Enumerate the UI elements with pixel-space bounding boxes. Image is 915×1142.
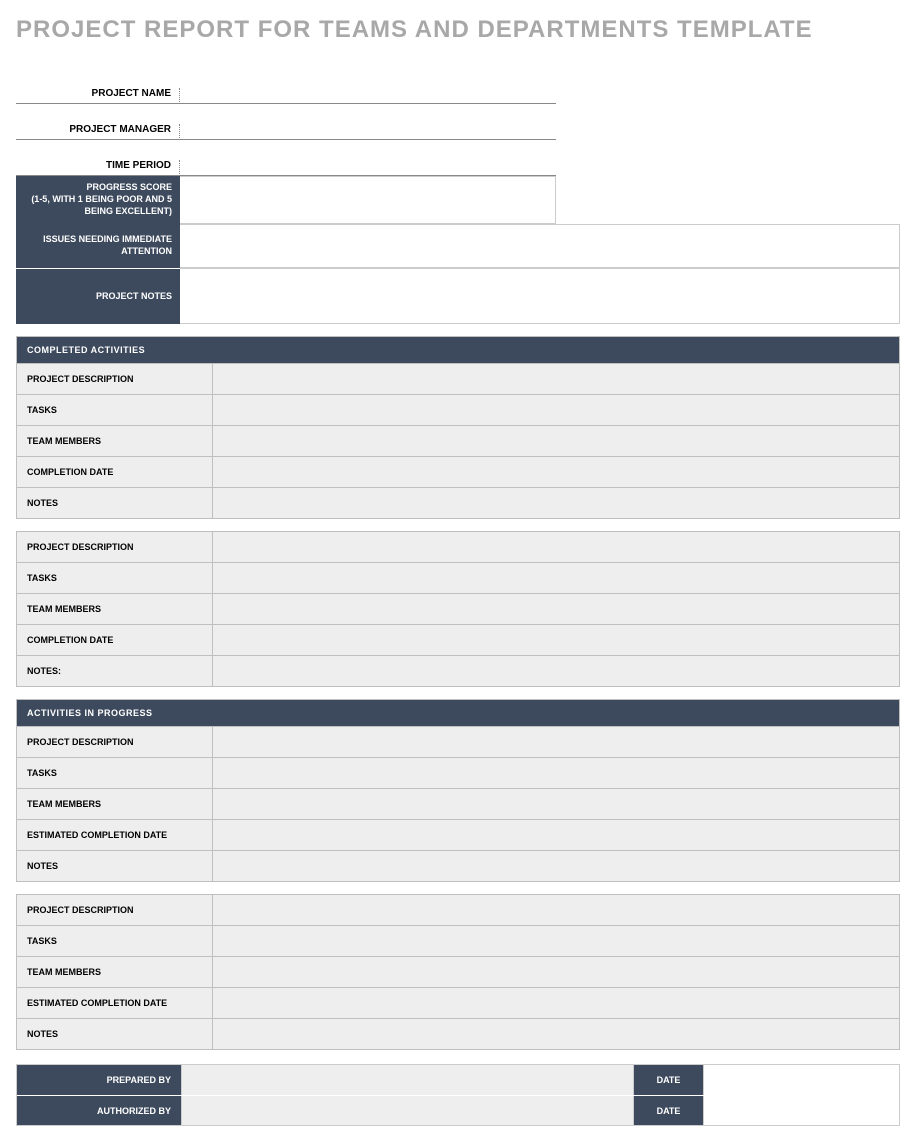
label-tasks: TASKS bbox=[17, 926, 213, 956]
value-notes[interactable] bbox=[213, 656, 899, 686]
summary-issues-notes: ISSUES NEEDING IMMEDIATE ATTENTION PROJE… bbox=[16, 224, 900, 324]
prepared-by-value[interactable] bbox=[181, 1065, 633, 1095]
value-notes[interactable] bbox=[213, 1019, 899, 1049]
summary-progress: PROGRESS SCORE (1-5, WITH 1 BEING POOR A… bbox=[16, 176, 556, 224]
label-tasks: TASKS bbox=[17, 758, 213, 788]
section-header-in-progress: ACTIVITIES IN PROGRESS bbox=[16, 699, 900, 727]
value-notes[interactable] bbox=[213, 488, 899, 518]
in-progress-activity-2: PROJECT DESCRIPTION TASKS TEAM MEMBERS E… bbox=[16, 894, 900, 1050]
label-project-description: PROJECT DESCRIPTION bbox=[17, 364, 213, 394]
label-est-completion-date: ESTIMATED COMPLETION DATE bbox=[17, 988, 213, 1018]
label-team-members: TEAM MEMBERS bbox=[17, 594, 213, 624]
value-tasks[interactable] bbox=[213, 926, 899, 956]
meta-row-project-name: PROJECT NAME bbox=[16, 68, 556, 104]
label-tasks: TASKS bbox=[17, 395, 213, 425]
authorized-date-label: DATE bbox=[633, 1096, 703, 1125]
project-meta: PROJECT NAME PROJECT MANAGER TIME PERIOD bbox=[16, 68, 556, 176]
project-name-label: PROJECT NAME bbox=[16, 88, 180, 104]
project-notes-value[interactable] bbox=[180, 268, 900, 324]
value-team-members[interactable] bbox=[213, 594, 899, 624]
page-title: PROJECT REPORT FOR TEAMS AND DEPARTMENTS… bbox=[16, 16, 899, 44]
value-tasks[interactable] bbox=[213, 563, 899, 593]
project-manager-value[interactable] bbox=[180, 104, 556, 140]
in-progress-activity-1: PROJECT DESCRIPTION TASKS TEAM MEMBERS E… bbox=[16, 727, 900, 882]
value-team-members[interactable] bbox=[213, 957, 899, 987]
value-est-completion-date[interactable] bbox=[213, 988, 899, 1018]
label-project-description: PROJECT DESCRIPTION bbox=[17, 895, 213, 925]
label-notes: NOTES bbox=[17, 1019, 213, 1049]
value-completion-date[interactable] bbox=[213, 457, 899, 487]
value-team-members[interactable] bbox=[213, 789, 899, 819]
value-notes[interactable] bbox=[213, 851, 899, 881]
project-notes-label: PROJECT NOTES bbox=[16, 268, 180, 324]
project-manager-label: PROJECT MANAGER bbox=[16, 124, 180, 140]
time-period-label: TIME PERIOD bbox=[16, 160, 180, 176]
label-project-description: PROJECT DESCRIPTION bbox=[17, 532, 213, 562]
label-team-members: TEAM MEMBERS bbox=[17, 789, 213, 819]
label-project-description: PROJECT DESCRIPTION bbox=[17, 727, 213, 757]
prepared-date-label: DATE bbox=[633, 1065, 703, 1095]
value-team-members[interactable] bbox=[213, 426, 899, 456]
authorized-by-value[interactable] bbox=[181, 1096, 633, 1125]
completed-activity-2: PROJECT DESCRIPTION TASKS TEAM MEMBERS C… bbox=[16, 531, 900, 687]
progress-score-value[interactable] bbox=[180, 176, 556, 224]
value-completion-date[interactable] bbox=[213, 625, 899, 655]
label-notes: NOTES: bbox=[17, 656, 213, 686]
label-tasks: TASKS bbox=[17, 563, 213, 593]
prepared-date-value[interactable] bbox=[703, 1065, 899, 1095]
issues-label: ISSUES NEEDING IMMEDIATE ATTENTION bbox=[16, 224, 180, 268]
time-period-value[interactable] bbox=[180, 140, 556, 176]
value-tasks[interactable] bbox=[213, 395, 899, 425]
label-completion-date: COMPLETION DATE bbox=[17, 457, 213, 487]
authorized-by-label: AUTHORIZED BY bbox=[17, 1096, 181, 1125]
value-tasks[interactable] bbox=[213, 758, 899, 788]
label-team-members: TEAM MEMBERS bbox=[17, 426, 213, 456]
label-notes: NOTES bbox=[17, 851, 213, 881]
signoff-block: PREPARED BY DATE AUTHORIZED BY DATE bbox=[16, 1064, 900, 1126]
completed-activity-1: PROJECT DESCRIPTION TASKS TEAM MEMBERS C… bbox=[16, 364, 900, 519]
meta-row-project-manager: PROJECT MANAGER bbox=[16, 104, 556, 140]
project-name-value[interactable] bbox=[180, 68, 556, 104]
label-notes: NOTES bbox=[17, 488, 213, 518]
prepared-by-label: PREPARED BY bbox=[17, 1065, 181, 1095]
label-est-completion-date: ESTIMATED COMPLETION DATE bbox=[17, 820, 213, 850]
value-project-description[interactable] bbox=[213, 364, 899, 394]
section-header-completed: COMPLETED ACTIVITIES bbox=[16, 336, 900, 364]
value-project-description[interactable] bbox=[213, 727, 899, 757]
progress-score-label: PROGRESS SCORE (1-5, WITH 1 BEING POOR A… bbox=[16, 176, 180, 224]
value-project-description[interactable] bbox=[213, 895, 899, 925]
label-team-members: TEAM MEMBERS bbox=[17, 957, 213, 987]
label-completion-date: COMPLETION DATE bbox=[17, 625, 213, 655]
meta-row-time-period: TIME PERIOD bbox=[16, 140, 556, 176]
issues-value[interactable] bbox=[180, 224, 900, 268]
value-est-completion-date[interactable] bbox=[213, 820, 899, 850]
authorized-date-value[interactable] bbox=[703, 1096, 899, 1125]
value-project-description[interactable] bbox=[213, 532, 899, 562]
